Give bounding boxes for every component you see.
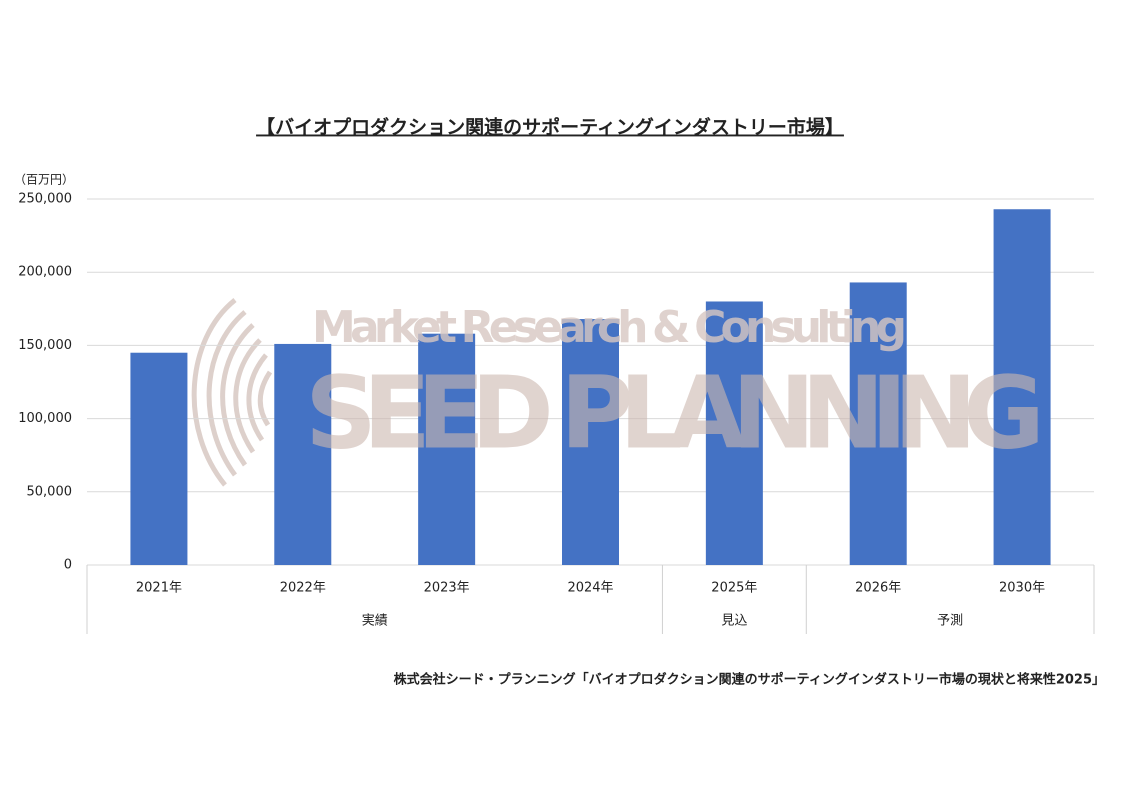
- bar: [274, 343, 332, 565]
- x-tick-label: 2021年: [136, 581, 182, 596]
- bar: [993, 209, 1051, 566]
- x-tick-label: 2023年: [424, 581, 470, 596]
- watermark-text: SEED PLANNING: [305, 354, 1045, 471]
- group-label: 予測: [937, 614, 963, 629]
- y-tick-label: 200,000: [18, 265, 72, 280]
- bar: [418, 333, 476, 565]
- chart-title: 【バイオプロダクション関連のサポーティングインダストリー市場】: [256, 116, 844, 139]
- bar: [562, 319, 619, 565]
- bar: [705, 301, 763, 565]
- y-unit-label: （百万円）: [14, 173, 74, 187]
- group-label: 見込: [721, 614, 747, 629]
- y-tick-label: 250,000: [18, 192, 72, 207]
- x-tick-label: 2022年: [280, 581, 326, 596]
- x-tick-label: 2024年: [567, 581, 613, 596]
- watermark-logo: [191, 298, 273, 487]
- x-tick-label: 2026年: [855, 581, 901, 596]
- y-tick-label: 0: [64, 558, 72, 573]
- watermark-text: Market Research & Consulting: [312, 302, 907, 353]
- y-tick-label: 100,000: [18, 411, 72, 426]
- bar: [130, 352, 188, 565]
- bar: [849, 282, 907, 565]
- y-tick-label: 50,000: [27, 484, 73, 499]
- x-tick-label: 2030年: [999, 581, 1045, 596]
- y-tick-label: 150,000: [18, 338, 72, 353]
- x-tick-label: 2025年: [711, 581, 757, 596]
- group-label: 実績: [362, 613, 388, 629]
- source-note: 株式会社シード・プランニング「バイオプロダクション関連のサポーティングインダスト…: [394, 672, 1105, 688]
